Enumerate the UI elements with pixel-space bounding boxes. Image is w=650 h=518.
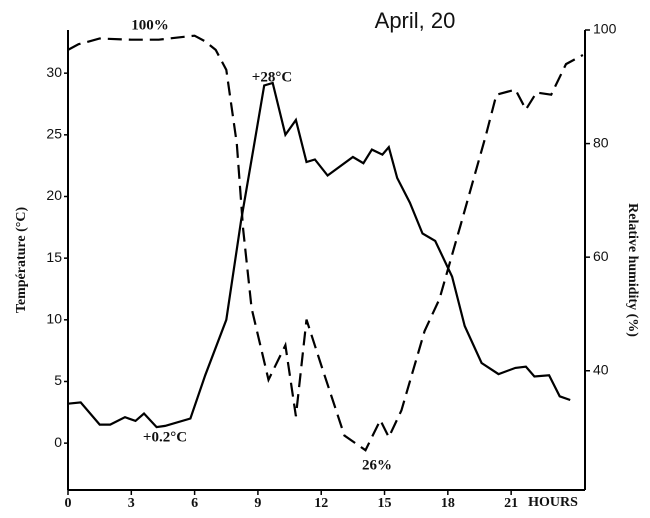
x-tick-label: 9 — [254, 496, 261, 511]
y-tick-label: 25 — [46, 126, 62, 142]
y-tick-label: 10 — [46, 311, 62, 327]
x-tick-label: 3 — [128, 496, 135, 511]
x-tick-label: 15 — [378, 496, 392, 511]
annotation: +0.2°C — [143, 429, 187, 445]
y-tick-label: 5 — [54, 372, 62, 388]
x-tick-label: 18 — [441, 496, 455, 511]
y2-axis-label: Relative humidity (%) — [625, 203, 640, 337]
y2-tick-label: 40 — [593, 361, 609, 377]
y2-tick-label: 100 — [593, 21, 617, 37]
y-tick-label: 30 — [46, 64, 62, 80]
chart-title: April, 20 — [375, 8, 456, 33]
y2-tick-label: 60 — [593, 248, 609, 264]
y2-tick-label: 80 — [593, 134, 609, 150]
x-tick-label: 12 — [314, 496, 328, 511]
humidity-line — [67, 34, 584, 452]
y-tick-label: 0 — [54, 434, 62, 450]
y-tick-label: 20 — [46, 187, 62, 203]
annotation: 26% — [362, 457, 392, 473]
annotation: +28°C — [252, 69, 292, 85]
temperature-line — [67, 81, 571, 429]
x-tick-label: 6 — [191, 496, 198, 511]
x-tick-label: 21 — [504, 496, 518, 511]
y-tick-label: 15 — [46, 249, 62, 265]
y-axis-label: Température (°C) — [14, 207, 29, 314]
annotation: 100% — [131, 17, 169, 33]
x-tick-label: 0 — [65, 496, 72, 511]
x-axis-label: HOURS — [528, 495, 578, 510]
